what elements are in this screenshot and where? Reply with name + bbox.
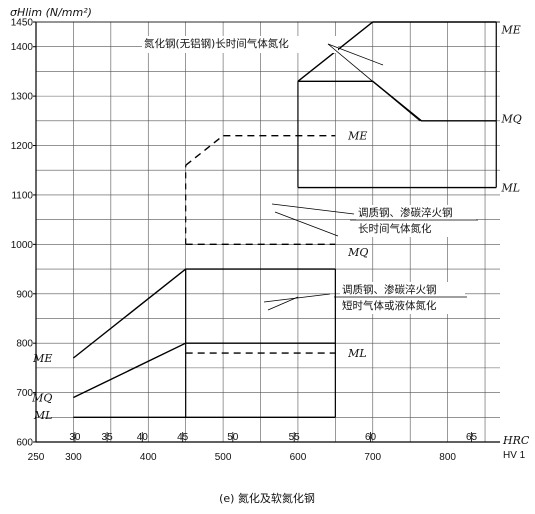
series-line-6	[297, 21, 497, 82]
series-line-0	[72, 268, 336, 359]
y-tick-label: 1100	[11, 190, 33, 201]
annotation-bg	[356, 205, 476, 237]
annotation-text: 短时气体或液体氮化	[342, 299, 437, 312]
hv-tick-label: 300	[65, 452, 82, 463]
hv-tick-label: 500	[215, 452, 232, 463]
hrc-axis-label: HRC	[502, 434, 530, 447]
curve-label: ML	[347, 347, 367, 360]
hrc-tick-label: 45	[177, 432, 189, 443]
hrc-tick-label: 65	[466, 432, 478, 443]
hv-tick-label: 800	[439, 452, 456, 463]
leader-line	[327, 43, 384, 66]
y-tick-label: 1000	[11, 240, 34, 251]
y-tick-label: 1450	[11, 18, 34, 29]
series-line-1	[73, 342, 336, 399]
curve-label: ME	[32, 352, 52, 365]
annotation-text: 调质钢、渗碳淬火钢	[358, 206, 453, 219]
y-tick-label: 1400	[11, 42, 34, 53]
hrc-tick-label: 50	[227, 432, 239, 443]
chart-caption: (e) 氮化及软氮化钢	[219, 491, 315, 505]
curve-label: ME	[347, 130, 367, 143]
curve-label: MQ	[31, 392, 52, 405]
y-tick-label: 600	[16, 438, 33, 449]
y-tick-label: 1200	[11, 141, 34, 152]
leader-line	[327, 43, 421, 122]
curve-label: ML	[500, 182, 520, 195]
annotation-bg	[142, 36, 338, 53]
y-tick-label: 700	[16, 388, 33, 399]
curve-label: MQ	[347, 246, 368, 259]
curve-label: MQ	[500, 112, 521, 125]
annotation-text: 调质钢、渗碳淬火钢	[342, 283, 437, 296]
leader-line	[271, 203, 355, 215]
leader-line	[274, 211, 339, 237]
hv-tick-label: 600	[290, 452, 307, 463]
hrc-tick-label: 35	[102, 432, 114, 443]
y-tick-label: 800	[16, 339, 33, 350]
hrc-tick-label: 40	[137, 432, 149, 443]
hrc-tick-label: 30	[69, 432, 81, 443]
series-line-7	[297, 80, 497, 122]
annotation-bg	[340, 282, 465, 314]
curve-label: ML	[33, 409, 53, 422]
hv-tick-label: 250	[28, 452, 45, 463]
leader-line	[263, 293, 331, 303]
hrc-tick-label: 55	[289, 432, 301, 443]
leader-line	[267, 296, 299, 311]
hv-tick-label: 700	[364, 452, 381, 463]
y-tick-label: 1300	[11, 92, 34, 103]
curve-label: ME	[500, 23, 520, 36]
y-tick-label: 900	[16, 289, 33, 300]
annotation-text: 氮化钢(无铝钢)长时间气体氮化	[144, 37, 289, 50]
hv-axis-label: HV 1	[503, 450, 526, 461]
y-axis-label: σHlim (N/mm²)	[10, 6, 92, 19]
hv-tick-label: 400	[140, 452, 157, 463]
annotation-text: 长时间气体氮化	[358, 222, 432, 235]
hrc-tick-label: 60	[365, 432, 377, 443]
